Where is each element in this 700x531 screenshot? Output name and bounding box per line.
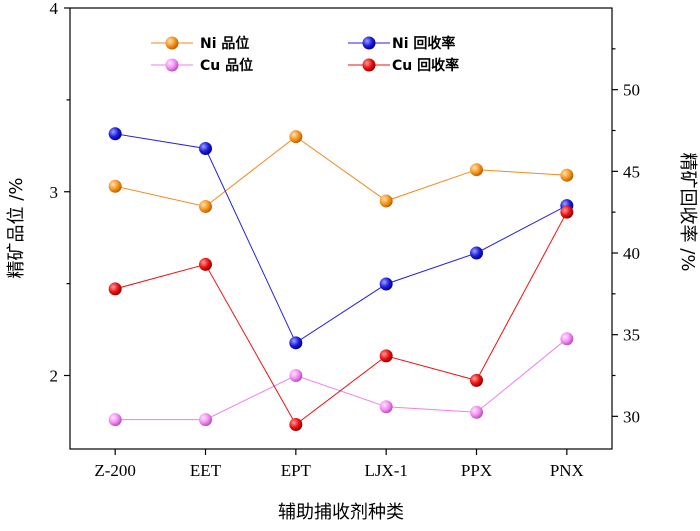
legend-label-ni-recovery: Ni 回收率: [392, 35, 455, 52]
y-right-tick-label: 40: [623, 244, 640, 263]
data-point-ni-品位: [289, 130, 303, 144]
legend-marker-ni-recovery: [362, 36, 376, 50]
x-tick-label: LJX-1: [364, 461, 407, 480]
data-point-ni-回收率: [379, 277, 393, 291]
y-right-tick-label: 30: [623, 407, 640, 426]
y-axis-right-title: 精矿回收率 /%: [677, 153, 698, 272]
legend-item-ni-recovery: Ni 回收率: [348, 35, 455, 52]
data-point-ni-回收率: [199, 141, 212, 155]
data-point-cu-回收率: [379, 349, 393, 363]
legend-label-cu-grade: Cu 品位: [200, 57, 253, 74]
data-point-ni-回收率: [470, 246, 483, 260]
y-right-tick-label: 50: [623, 81, 640, 100]
data-point-cu-回收率: [560, 205, 574, 219]
legend-marker-cu-grade: [165, 58, 179, 72]
plot-frame: [69, 7, 613, 450]
legend-item-cu-recovery: Cu 回收率: [348, 57, 459, 74]
data-point-cu-品位: [289, 369, 303, 382]
y-left-tick-label: 4: [50, 0, 59, 18]
data-point-cu-品位: [560, 332, 574, 346]
legend-label-cu-recovery: Cu 回收率: [392, 57, 459, 74]
y-right-tick-label: 35: [623, 326, 640, 345]
y-axis-left-title: 精矿品位 /%: [6, 178, 27, 279]
x-tick-label: Z-200: [94, 461, 136, 480]
data-point-cu-回收率: [470, 373, 483, 387]
legend-item-cu-grade: Cu 品位: [151, 57, 253, 74]
series-line-ni-回收率: [115, 133, 568, 344]
legend-marker-cu-recovery: [362, 58, 376, 72]
data-point-cu-品位: [470, 405, 483, 419]
lines-layer: [115, 133, 568, 426]
legend-item-ni-grade: Ni 品位: [151, 35, 249, 52]
data-point-cu-品位: [108, 413, 122, 427]
y-left-tick-label: 2: [50, 367, 59, 386]
data-point-cu-回收率: [289, 418, 303, 431]
ticks-layer: Z-200 EET EPT LJX-1 PPX PNX 2 3 4 30 35 40 45 50: [50, 0, 641, 480]
series-line-ni-品位: [115, 135, 567, 208]
series-line-cu-品位: [115, 338, 568, 421]
points-layer: [108, 127, 574, 431]
series-line-cu-回收率: [115, 211, 568, 426]
legend-marker-ni-grade: [165, 36, 179, 50]
data-point-ni-回收率: [289, 336, 303, 350]
data-point-ni-品位: [379, 194, 393, 208]
data-point-ni-品位: [108, 179, 122, 193]
data-point-cu-品位: [199, 413, 212, 427]
x-axis-title: 辅助捕收剂种类: [278, 502, 404, 523]
data-point-ni-品位: [199, 199, 212, 213]
data-point-ni-品位: [560, 168, 574, 182]
x-tick-label: PPX: [461, 461, 492, 480]
data-point-cu-回收率: [199, 257, 212, 271]
data-point-cu-回收率: [108, 282, 122, 296]
x-tick-label: EET: [190, 461, 222, 480]
y-right-tick-label: 45: [623, 162, 640, 181]
legend: Ni 品位 Cu 品位 Ni 回收率 Cu 回收率: [151, 35, 459, 74]
data-point-ni-回收率: [108, 127, 122, 141]
data-point-cu-品位: [379, 400, 393, 414]
y-left-tick-label: 3: [50, 183, 59, 202]
x-tick-label: EPT: [281, 461, 312, 480]
data-point-ni-品位: [470, 163, 483, 177]
x-tick-label: PNX: [550, 461, 584, 480]
legend-label-ni-grade: Ni 品位: [200, 35, 249, 52]
